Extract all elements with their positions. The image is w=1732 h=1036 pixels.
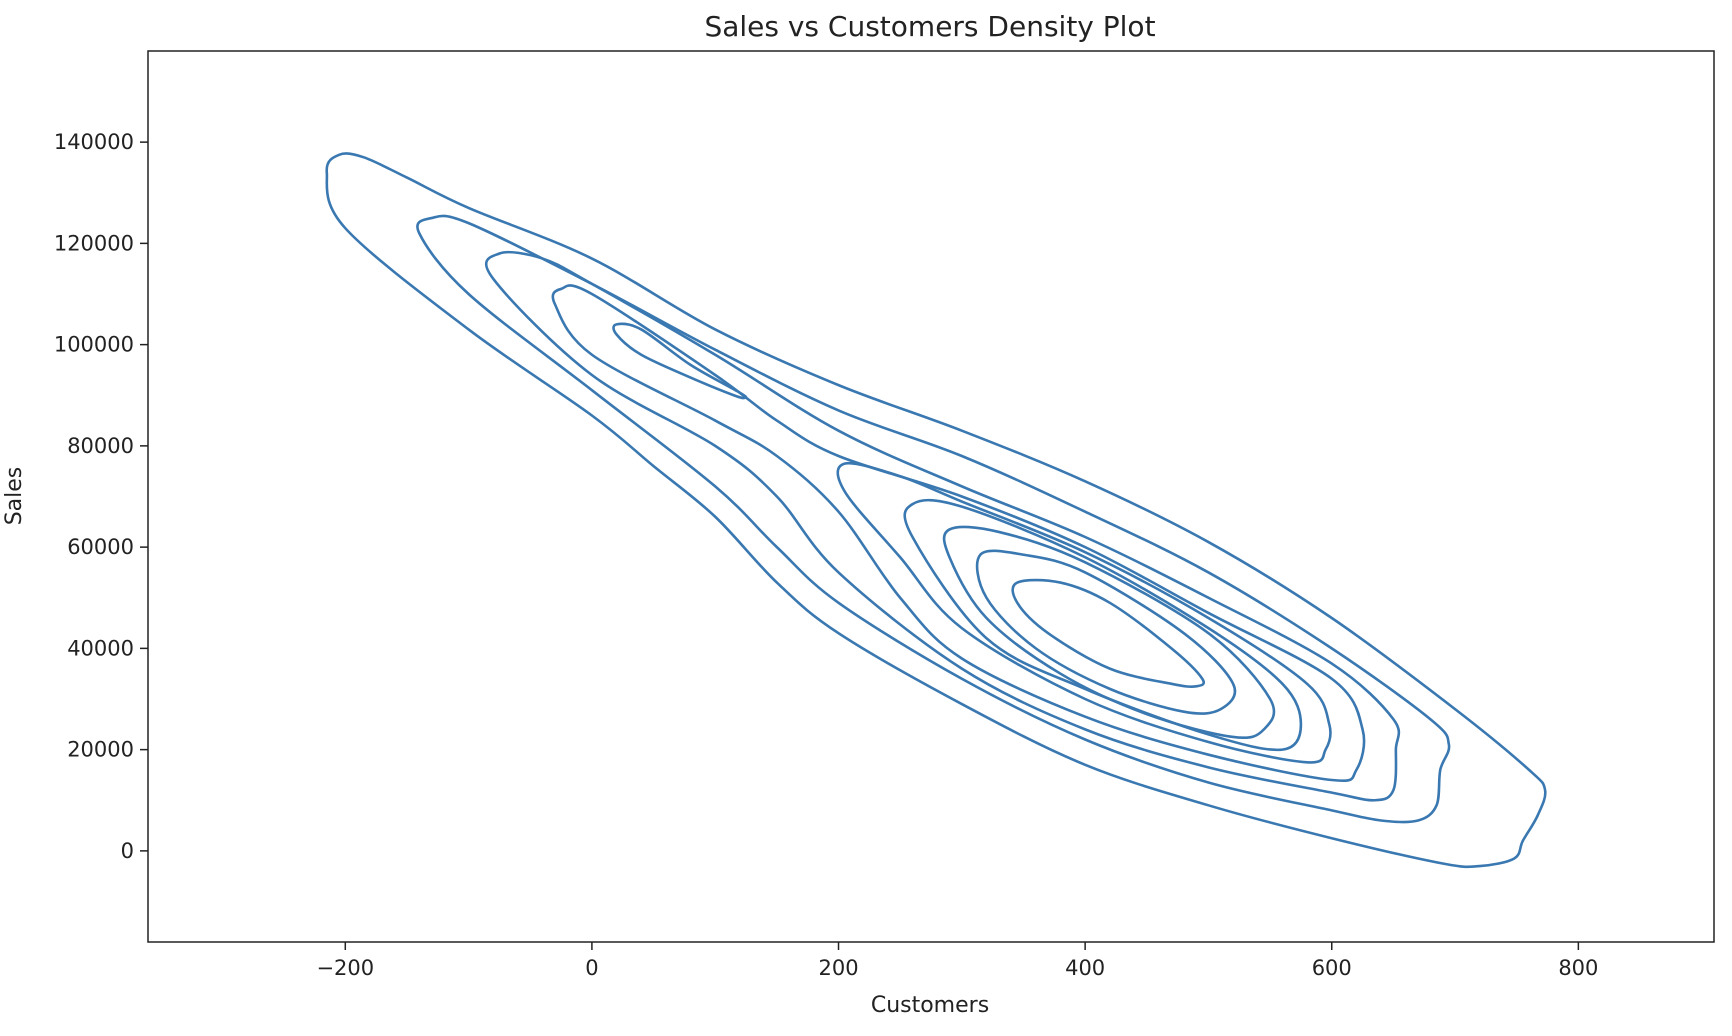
- y-tick-label: 40000: [67, 636, 134, 660]
- x-tick-label: −200: [316, 956, 374, 980]
- x-axis-label: Customers: [871, 993, 989, 1018]
- contour-level-7: [903, 498, 1303, 752]
- contour-level-2: [416, 214, 1451, 824]
- contour-level-4: [551, 284, 1366, 782]
- y-tick-label: 0: [121, 839, 134, 863]
- x-tick-label: 600: [1312, 956, 1352, 980]
- contour-level-1: [325, 152, 1547, 869]
- chart-title: Sales vs Customers Density Plot: [704, 10, 1155, 43]
- y-tick-label: 120000: [54, 231, 134, 255]
- y-tick-label: 20000: [67, 738, 134, 762]
- contour-level-10: [1011, 578, 1206, 689]
- y-tick-label: 80000: [67, 434, 134, 458]
- contour-level-9: [975, 549, 1237, 715]
- contour-level-3: [484, 250, 1401, 802]
- x-tick-label: 800: [1558, 956, 1598, 980]
- plot-area-frame: [147, 50, 1715, 943]
- x-axis-ticks: −200 0 200 400 600 800: [316, 942, 1598, 980]
- y-tick-label: 60000: [67, 535, 134, 559]
- x-tick-label: 0: [585, 956, 598, 980]
- y-axis-ticks: 0 20000 40000 60000 80000 100000 120000 140000: [54, 130, 148, 863]
- x-tick-label: 200: [818, 956, 858, 980]
- contour-level-6: [836, 461, 1332, 764]
- contour-level-8: [942, 525, 1276, 740]
- contour-lines: [325, 152, 1547, 869]
- y-tick-label: 100000: [54, 333, 134, 357]
- y-axis-label: Sales: [2, 467, 27, 526]
- x-tick-label: 400: [1065, 956, 1105, 980]
- contour-level-5: [612, 322, 748, 400]
- y-tick-label: 140000: [54, 130, 134, 154]
